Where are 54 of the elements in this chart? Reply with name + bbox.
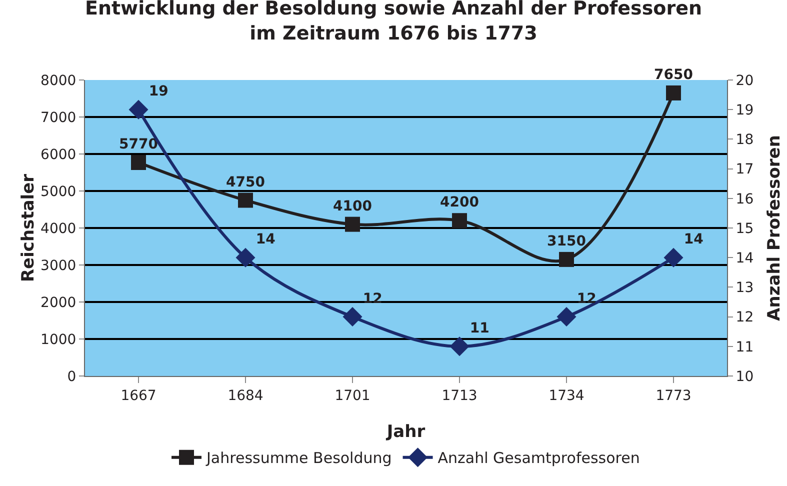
x-tick-label: 1684	[228, 388, 264, 404]
x-tick-label: 1773	[656, 388, 692, 404]
y-tick-label: 3000	[40, 258, 76, 274]
data-label: 3150	[547, 234, 586, 250]
data-label: 4200	[440, 194, 480, 211]
point	[452, 213, 467, 228]
x-tick-label: 1701	[334, 388, 370, 404]
legend-label: Jahressumme Besoldung	[206, 449, 392, 468]
y2-tick-label: 16	[736, 191, 754, 208]
y-tick-label: 8000	[40, 72, 76, 89]
y-tick-label: 0	[67, 368, 76, 385]
x-tick-label: 1667	[120, 388, 156, 404]
y2-axis-title: Anzahl Professoren	[764, 135, 784, 321]
data-label: 19	[148, 84, 168, 100]
data-label: 14	[684, 232, 704, 248]
y-tick-label: 7000	[40, 110, 76, 126]
y2-tick-label: 11	[736, 339, 754, 356]
point	[342, 307, 362, 327]
point	[559, 252, 574, 267]
y-tick-label: 6000	[40, 146, 76, 163]
point	[556, 307, 576, 327]
data-label: 4750	[226, 174, 266, 190]
data-label: 11	[470, 320, 490, 337]
y-tick-label: 4000	[40, 220, 76, 237]
y-axis-title: Reichstaler	[18, 173, 39, 282]
point	[666, 85, 681, 100]
legend-label: Anzahl Gesamtprofessoren	[438, 449, 640, 468]
point	[236, 248, 256, 268]
y2-tick-label: 17	[736, 162, 754, 178]
x-tick-label: 1713	[442, 388, 478, 404]
data-label: 4100	[333, 198, 372, 214]
data-label: 5770	[119, 136, 158, 153]
y-tick-label: 2000	[40, 294, 76, 311]
y2-tick-label: 18	[736, 132, 754, 148]
point	[345, 216, 360, 232]
x-axis-title: Jahr	[386, 422, 426, 442]
chart-title: Entwicklung der Besoldung sowie Anzahl der Professoren im Zeitraum 1676 bis 1773	[84, 0, 702, 44]
point	[238, 192, 253, 208]
point	[450, 336, 470, 356]
y2-tick-label: 12	[736, 310, 754, 326]
y2-tick-label: 19	[736, 102, 754, 118]
y2-tick-label: 15	[736, 220, 754, 237]
point	[128, 100, 148, 120]
point	[664, 248, 684, 268]
x-tick-label: 1734	[548, 388, 584, 404]
y2-tick-label: 20	[736, 72, 754, 89]
data-label: 14	[256, 232, 276, 248]
y2-tick-label: 13	[736, 280, 754, 296]
data-label: 7650	[654, 67, 694, 84]
point	[131, 155, 146, 170]
y2-tick-label: 14	[736, 250, 754, 266]
y-tick-label: 5000	[40, 184, 76, 200]
y2-tick-label: 10	[736, 368, 754, 385]
y-tick-label: 1000	[40, 332, 76, 348]
